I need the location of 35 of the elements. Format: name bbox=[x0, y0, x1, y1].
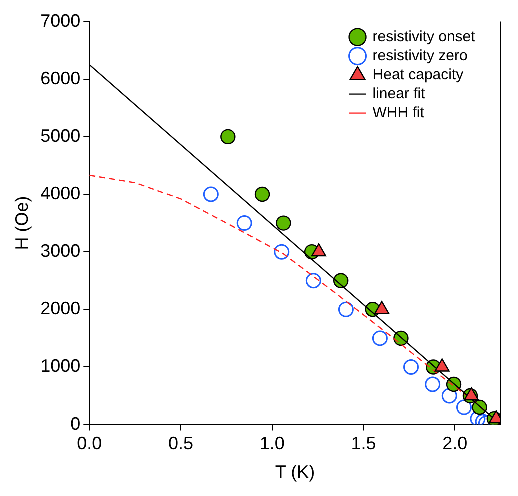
point bbox=[470, 411, 486, 425]
legend-label: resistivity zero bbox=[372, 47, 468, 64]
x-tick-label: 0.5 bbox=[168, 434, 194, 454]
point bbox=[372, 330, 388, 346]
point bbox=[203, 186, 219, 202]
y-tick-label: 2000 bbox=[40, 298, 81, 319]
y-tick-label: 1000 bbox=[40, 356, 81, 376]
legend-label: WHH fit bbox=[372, 104, 426, 122]
y-tick-label: 4000 bbox=[40, 183, 81, 204]
point bbox=[276, 216, 292, 231]
y-tick-label: 3000 bbox=[40, 241, 81, 262]
x-tick-label: 0.0 bbox=[77, 434, 102, 454]
y-tick-label: 0 bbox=[70, 414, 81, 434]
legend-label: linear fit bbox=[372, 85, 426, 102]
point bbox=[442, 388, 458, 404]
x-tick-label: 1.0 bbox=[260, 434, 285, 454]
point bbox=[254, 186, 270, 202]
point bbox=[404, 359, 420, 375]
point bbox=[220, 129, 236, 145]
y-tick-label: 7000 bbox=[40, 10, 81, 31]
legend-label: Heat capacity bbox=[372, 66, 464, 84]
y-tick-label: 5000 bbox=[40, 126, 81, 146]
point bbox=[425, 376, 441, 392]
x-tick-label: 2.0 bbox=[442, 434, 468, 454]
point bbox=[456, 400, 472, 416]
legend-label: resistivity onset bbox=[372, 28, 476, 46]
point bbox=[338, 302, 354, 318]
y-axis-title: H (Oe) bbox=[12, 196, 32, 250]
point bbox=[236, 216, 252, 232]
point bbox=[274, 244, 290, 260]
x-axis-title: T (K) bbox=[275, 462, 316, 482]
y-tick-label: 6000 bbox=[40, 68, 81, 88]
x-tick-label: 1.5 bbox=[351, 434, 376, 454]
point bbox=[306, 273, 322, 289]
point bbox=[333, 273, 349, 288]
